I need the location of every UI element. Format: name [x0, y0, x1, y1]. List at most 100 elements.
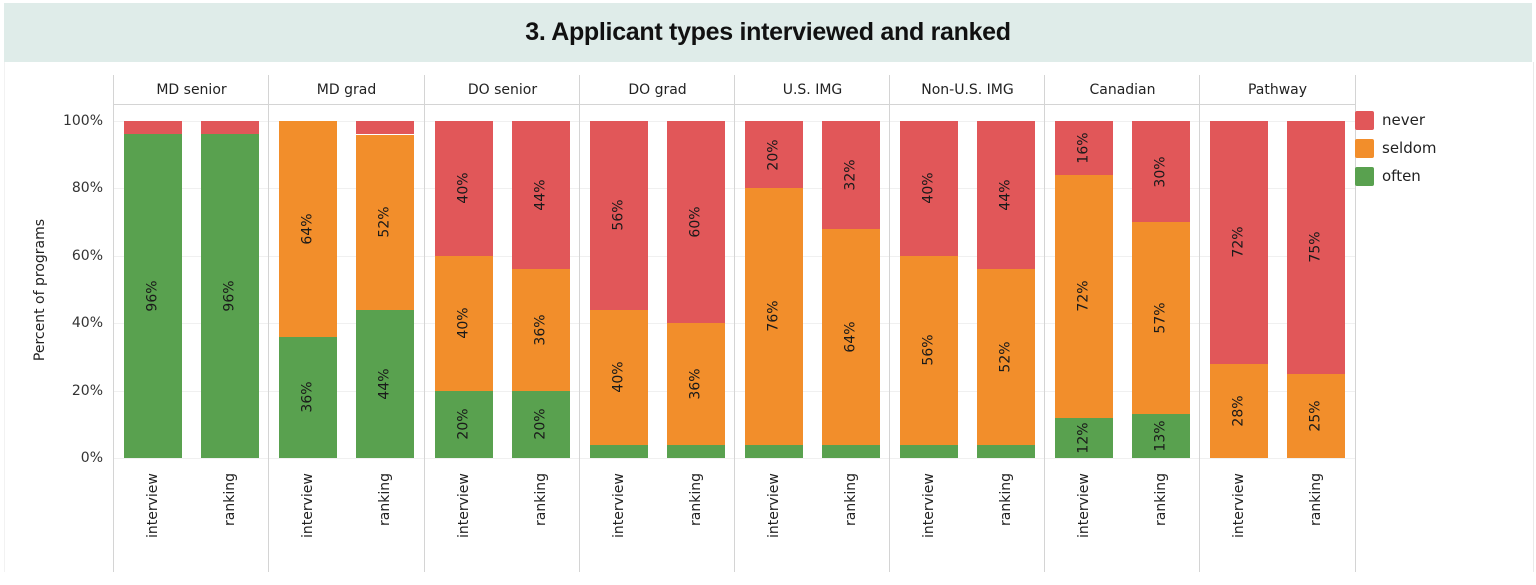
bar-segment-never[interactable]: 20% — [745, 121, 803, 189]
gridline — [735, 458, 890, 459]
bar-segment-often[interactable]: 44% — [356, 309, 414, 458]
bar-segment-never[interactable]: 75% — [1287, 121, 1345, 374]
bar-segment-seldom[interactable]: 52% — [977, 269, 1035, 445]
gridline — [1045, 255, 1200, 257]
bar-segment-never[interactable]: 40% — [900, 121, 958, 256]
bar-segment-seldom[interactable]: 57% — [1132, 222, 1190, 415]
bar-segment-never[interactable]: 72% — [1210, 121, 1268, 364]
x-tick-label-container: interview — [745, 467, 803, 547]
bar-segment-often[interactable]: 20% — [435, 390, 493, 458]
stacked-bar-interview[interactable]: 28% 72% — [1210, 121, 1268, 458]
gridline — [1200, 255, 1355, 257]
x-tick-label-container: interview — [435, 467, 493, 547]
gridline — [114, 255, 269, 257]
chart-title: 3. Applicant types interviewed and ranke… — [525, 18, 1011, 46]
bar-segment-never[interactable]: 44% — [977, 121, 1035, 270]
stacked-bar-interview[interactable]: 20% 40% 40% — [435, 121, 493, 458]
bar-segment-never[interactable]: 32% — [822, 121, 880, 229]
x-tick-label-container: ranking — [667, 467, 725, 547]
bar-segment-never[interactable] — [356, 121, 414, 135]
bar-segment-often[interactable] — [590, 444, 648, 458]
bar-segment-often[interactable]: 96% — [124, 134, 182, 458]
bar-segment-seldom[interactable]: 36% — [667, 323, 725, 445]
bar-segment-never[interactable] — [201, 121, 259, 135]
bar-segment-never[interactable]: 16% — [1055, 121, 1113, 175]
bar-segment-often[interactable]: 12% — [1055, 417, 1113, 458]
x-tick-label: ranking — [998, 473, 1014, 526]
bar-segment-never[interactable]: 40% — [435, 121, 493, 256]
gridline — [890, 121, 1045, 122]
segment-value-label: 64% — [300, 213, 316, 245]
bar-segment-seldom[interactable]: 28% — [1210, 363, 1268, 458]
x-tick-label: ranking — [1308, 473, 1324, 526]
bar-segment-seldom[interactable]: 36% — [512, 269, 570, 391]
segment-value-label: 40% — [456, 172, 472, 204]
bar-segment-often[interactable] — [900, 444, 958, 458]
segment-value-label: 36% — [533, 314, 549, 346]
stacked-bar-interview[interactable]: 56% 40% — [900, 121, 958, 458]
stacked-bar-interview[interactable]: 76% 20% — [745, 121, 803, 458]
gridline — [890, 255, 1045, 257]
stacked-bar-ranking[interactable]: 52% 44% — [977, 121, 1035, 458]
facet-header: Pathway — [1200, 75, 1355, 105]
bar-segment-seldom[interactable]: 52% — [356, 134, 414, 310]
segment-value-label: 30% — [1153, 156, 1169, 188]
gridline — [1045, 390, 1200, 392]
bar-segment-seldom[interactable]: 40% — [590, 309, 648, 445]
bar-segment-never[interactable] — [124, 121, 182, 135]
bar-segment-often[interactable]: 36% — [279, 336, 337, 458]
bar-segment-seldom[interactable]: 76% — [745, 188, 803, 445]
bar-segment-seldom[interactable]: 56% — [900, 255, 958, 445]
stacked-bar-ranking[interactable]: 36% 60% — [667, 121, 725, 458]
bar-segment-seldom[interactable]: 40% — [435, 255, 493, 391]
bar-segment-seldom[interactable]: 72% — [1055, 174, 1113, 418]
legend-label: never — [1382, 111, 1426, 129]
x-tick-label: interview — [611, 473, 627, 538]
bar-segment-often[interactable] — [822, 444, 880, 458]
gridline — [890, 458, 1045, 459]
bar-segment-seldom[interactable]: 64% — [279, 121, 337, 337]
gridline — [269, 255, 424, 257]
bar-segment-often[interactable] — [667, 444, 725, 458]
gridline — [1045, 188, 1200, 190]
stacked-bar-ranking[interactable]: 20% 36% 44% — [512, 121, 570, 458]
legend-item-never[interactable]: never — [1355, 106, 1437, 134]
bar-segment-never[interactable]: 44% — [512, 121, 570, 270]
bar-segment-seldom[interactable]: 25% — [1287, 373, 1345, 458]
gridline — [735, 323, 890, 325]
bar-segment-often[interactable] — [977, 444, 1035, 458]
facet-panel: Pathway interview ranking 28% 72% 25% 75% — [1199, 75, 1356, 572]
x-tick-label: interview — [456, 473, 472, 538]
legend-item-often[interactable]: often — [1355, 162, 1437, 190]
gridline — [269, 121, 424, 122]
stacked-bar-interview[interactable]: 36% 64% — [279, 121, 337, 458]
bar-segment-never[interactable]: 56% — [590, 121, 648, 310]
y-tick-label: 80% — [71, 180, 103, 197]
facet-header: U.S. IMG — [735, 75, 890, 105]
bar-segment-often[interactable] — [745, 444, 803, 458]
stacked-bar-interview[interactable]: 40% 56% — [590, 121, 648, 458]
legend-item-seldom[interactable]: seldom — [1355, 134, 1437, 162]
facet-panel: MD senior interview ranking 96% 96% — [113, 75, 269, 572]
gridline — [1200, 390, 1355, 392]
bar-segment-never[interactable]: 30% — [1132, 121, 1190, 223]
gridline — [580, 323, 735, 325]
stacked-bar-ranking[interactable]: 96% — [201, 121, 259, 458]
plot-area: 96% 96% — [114, 105, 269, 459]
segment-value-label: 44% — [998, 179, 1014, 211]
stacked-bar-ranking[interactable]: 44% 52% — [356, 121, 414, 458]
stacked-bar-ranking[interactable]: 25% 75% — [1287, 121, 1345, 458]
gridline — [580, 390, 735, 392]
bar-segment-never[interactable]: 60% — [667, 121, 725, 324]
gridline — [580, 255, 735, 257]
stacked-bar-ranking[interactable]: 64% 32% — [822, 121, 880, 458]
bar-segment-seldom[interactable]: 64% — [822, 228, 880, 445]
stacked-bar-ranking[interactable]: 13% 57% 30% — [1132, 121, 1190, 458]
stacked-bar-interview[interactable]: 12% 72% 16% — [1055, 121, 1113, 458]
bar-segment-often[interactable]: 20% — [512, 390, 570, 458]
stacked-bar-interview[interactable]: 96% — [124, 121, 182, 458]
bar-segment-often[interactable]: 96% — [201, 134, 259, 458]
bar-segment-often[interactable]: 13% — [1132, 414, 1190, 458]
gridline — [890, 188, 1045, 190]
x-tick-label: ranking — [222, 473, 238, 526]
